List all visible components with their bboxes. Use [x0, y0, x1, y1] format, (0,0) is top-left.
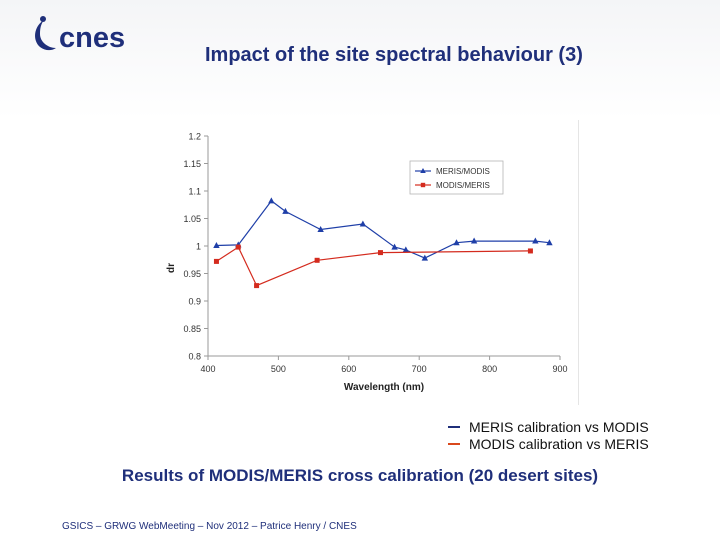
logo-wordmark: cnes: [59, 22, 125, 54]
y-axis-label: dr: [166, 263, 177, 273]
page-title: Impact of the site spectral behaviour (3…: [205, 44, 583, 66]
cnes-logo-dot: [40, 16, 46, 22]
chart-svg: 0.8 0.85 0.9 0.95 1 1.05 1.1 1.15 1.2 400 500 600 70…: [166, 132, 568, 394]
slide-caption: Results of MODIS/MERIS cross calibration…: [121, 466, 599, 485]
legend-label-modis: MODIS calibration vs MERIS: [469, 435, 649, 452]
cnes-logo: cnes: [35, 16, 125, 54]
y-tick-label: 1.2: [188, 132, 201, 142]
data-point-triangle: [546, 239, 553, 246]
data-point-triangle: [359, 220, 367, 227]
data-point-square: [235, 244, 241, 250]
data-point-triangle: [268, 197, 275, 204]
x-tick-label: 600: [341, 364, 356, 374]
slide-footer: GSICS – GRWG WebMeeting – Nov 2012 – Pat…: [62, 521, 357, 532]
y-tick-label: 0.8: [188, 352, 201, 362]
series-line: [216, 200, 550, 259]
legend-swatch-square: [420, 182, 426, 188]
cnes-logo-swoosh: [35, 20, 56, 51]
y-tick-label: 1.1: [188, 187, 201, 197]
data-point-triangle: [402, 246, 410, 253]
data-point-square: [377, 250, 383, 256]
data-point-triangle: [213, 241, 220, 248]
legend-dash-meris: [448, 425, 460, 428]
chart-legend-box: [409, 160, 504, 195]
x-tick-label: 800: [482, 364, 497, 374]
legend-label-meris: MERIS calibration vs MODIS: [469, 418, 649, 435]
data-point-square: [527, 248, 533, 254]
calibration-legend-row: MERIS calibration vs MODIS: [448, 418, 649, 435]
data-point-triangle: [453, 239, 460, 246]
legend-entry-label: MODIS/MERIS: [436, 181, 490, 190]
data-point-triangle: [421, 254, 429, 261]
legend-dash-modis: [448, 442, 460, 445]
calibration-legend-row: MODIS calibration vs MERIS: [448, 435, 649, 452]
x-tick-label: 500: [271, 364, 286, 374]
y-tick-label: 0.95: [183, 269, 201, 279]
y-tick-label: 0.9: [188, 297, 201, 307]
y-tick-label: 1.05: [183, 214, 201, 224]
x-tick-label: 400: [200, 364, 215, 374]
data-point-square: [314, 257, 320, 263]
data-point-triangle: [282, 207, 289, 214]
data-point-square: [254, 283, 260, 289]
y-tick-label: 1.15: [183, 159, 201, 169]
legend-swatch-triangle: [420, 168, 426, 173]
data-point-triangle: [391, 243, 398, 250]
calibration-legend: MERIS calibration vs MODIS MODIS calibra…: [448, 418, 649, 452]
slide-divider-line: [578, 120, 579, 405]
x-tick-label: 900: [552, 364, 567, 374]
y-tick-label: 0.85: [183, 324, 201, 334]
y-tick-label: 1: [196, 242, 201, 252]
x-tick-label: 700: [412, 364, 427, 374]
data-point-square: [213, 258, 219, 264]
data-point-triangle: [532, 237, 539, 244]
x-axis-label: Wavelength (nm): [344, 382, 424, 393]
data-point-triangle: [317, 226, 324, 232]
plot-area: 0.8 0.85 0.9 0.95 1 1.05 1.1 1.15 1.2 400 500 600 70…: [166, 132, 568, 394]
data-point-triangle: [470, 237, 478, 244]
legend-entry-label: MERIS/MODIS: [436, 167, 490, 176]
chart-container: 0.8 0.85 0.9 0.95 1 1.05 1.1 1.15 1.2 400 500 600 70…: [160, 118, 590, 408]
series-line: [216, 246, 531, 287]
